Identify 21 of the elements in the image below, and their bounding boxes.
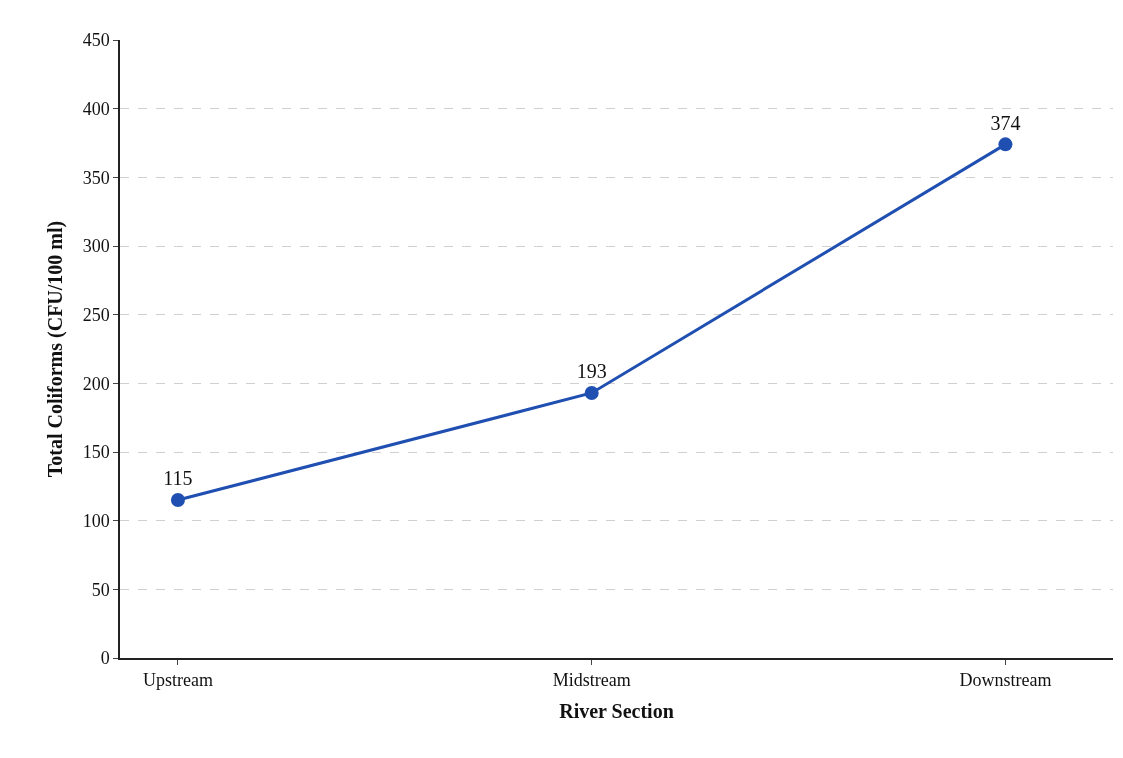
y-axis-title: Total Coliforms (CFU/100 ml) bbox=[43, 220, 67, 478]
x-axis-title: River Section bbox=[559, 700, 674, 723]
point bbox=[998, 137, 1013, 152]
y-tick-label: 400 bbox=[82, 98, 110, 119]
y-tick-label: 250 bbox=[82, 304, 110, 325]
point bbox=[170, 493, 185, 508]
x-tick-label: Downstream bbox=[959, 670, 1052, 691]
y-tick-label: 300 bbox=[82, 236, 110, 257]
data-label: 374 bbox=[990, 111, 1021, 134]
y-tick-label: 350 bbox=[82, 167, 110, 188]
y-tick-label: 150 bbox=[82, 442, 110, 463]
data-label: 193 bbox=[576, 360, 607, 383]
x-tick-label: Midstream bbox=[552, 670, 631, 691]
y-tick-label: 450 bbox=[82, 30, 110, 51]
y-tick-label: 200 bbox=[82, 373, 110, 394]
data-label: 115 bbox=[163, 467, 193, 490]
x-tick-label: Upstream bbox=[142, 670, 213, 691]
y-tick-label: 50 bbox=[91, 579, 110, 600]
point bbox=[584, 385, 599, 400]
y-tick-label: 0 bbox=[100, 648, 110, 669]
y-tick-label: 100 bbox=[82, 510, 110, 531]
